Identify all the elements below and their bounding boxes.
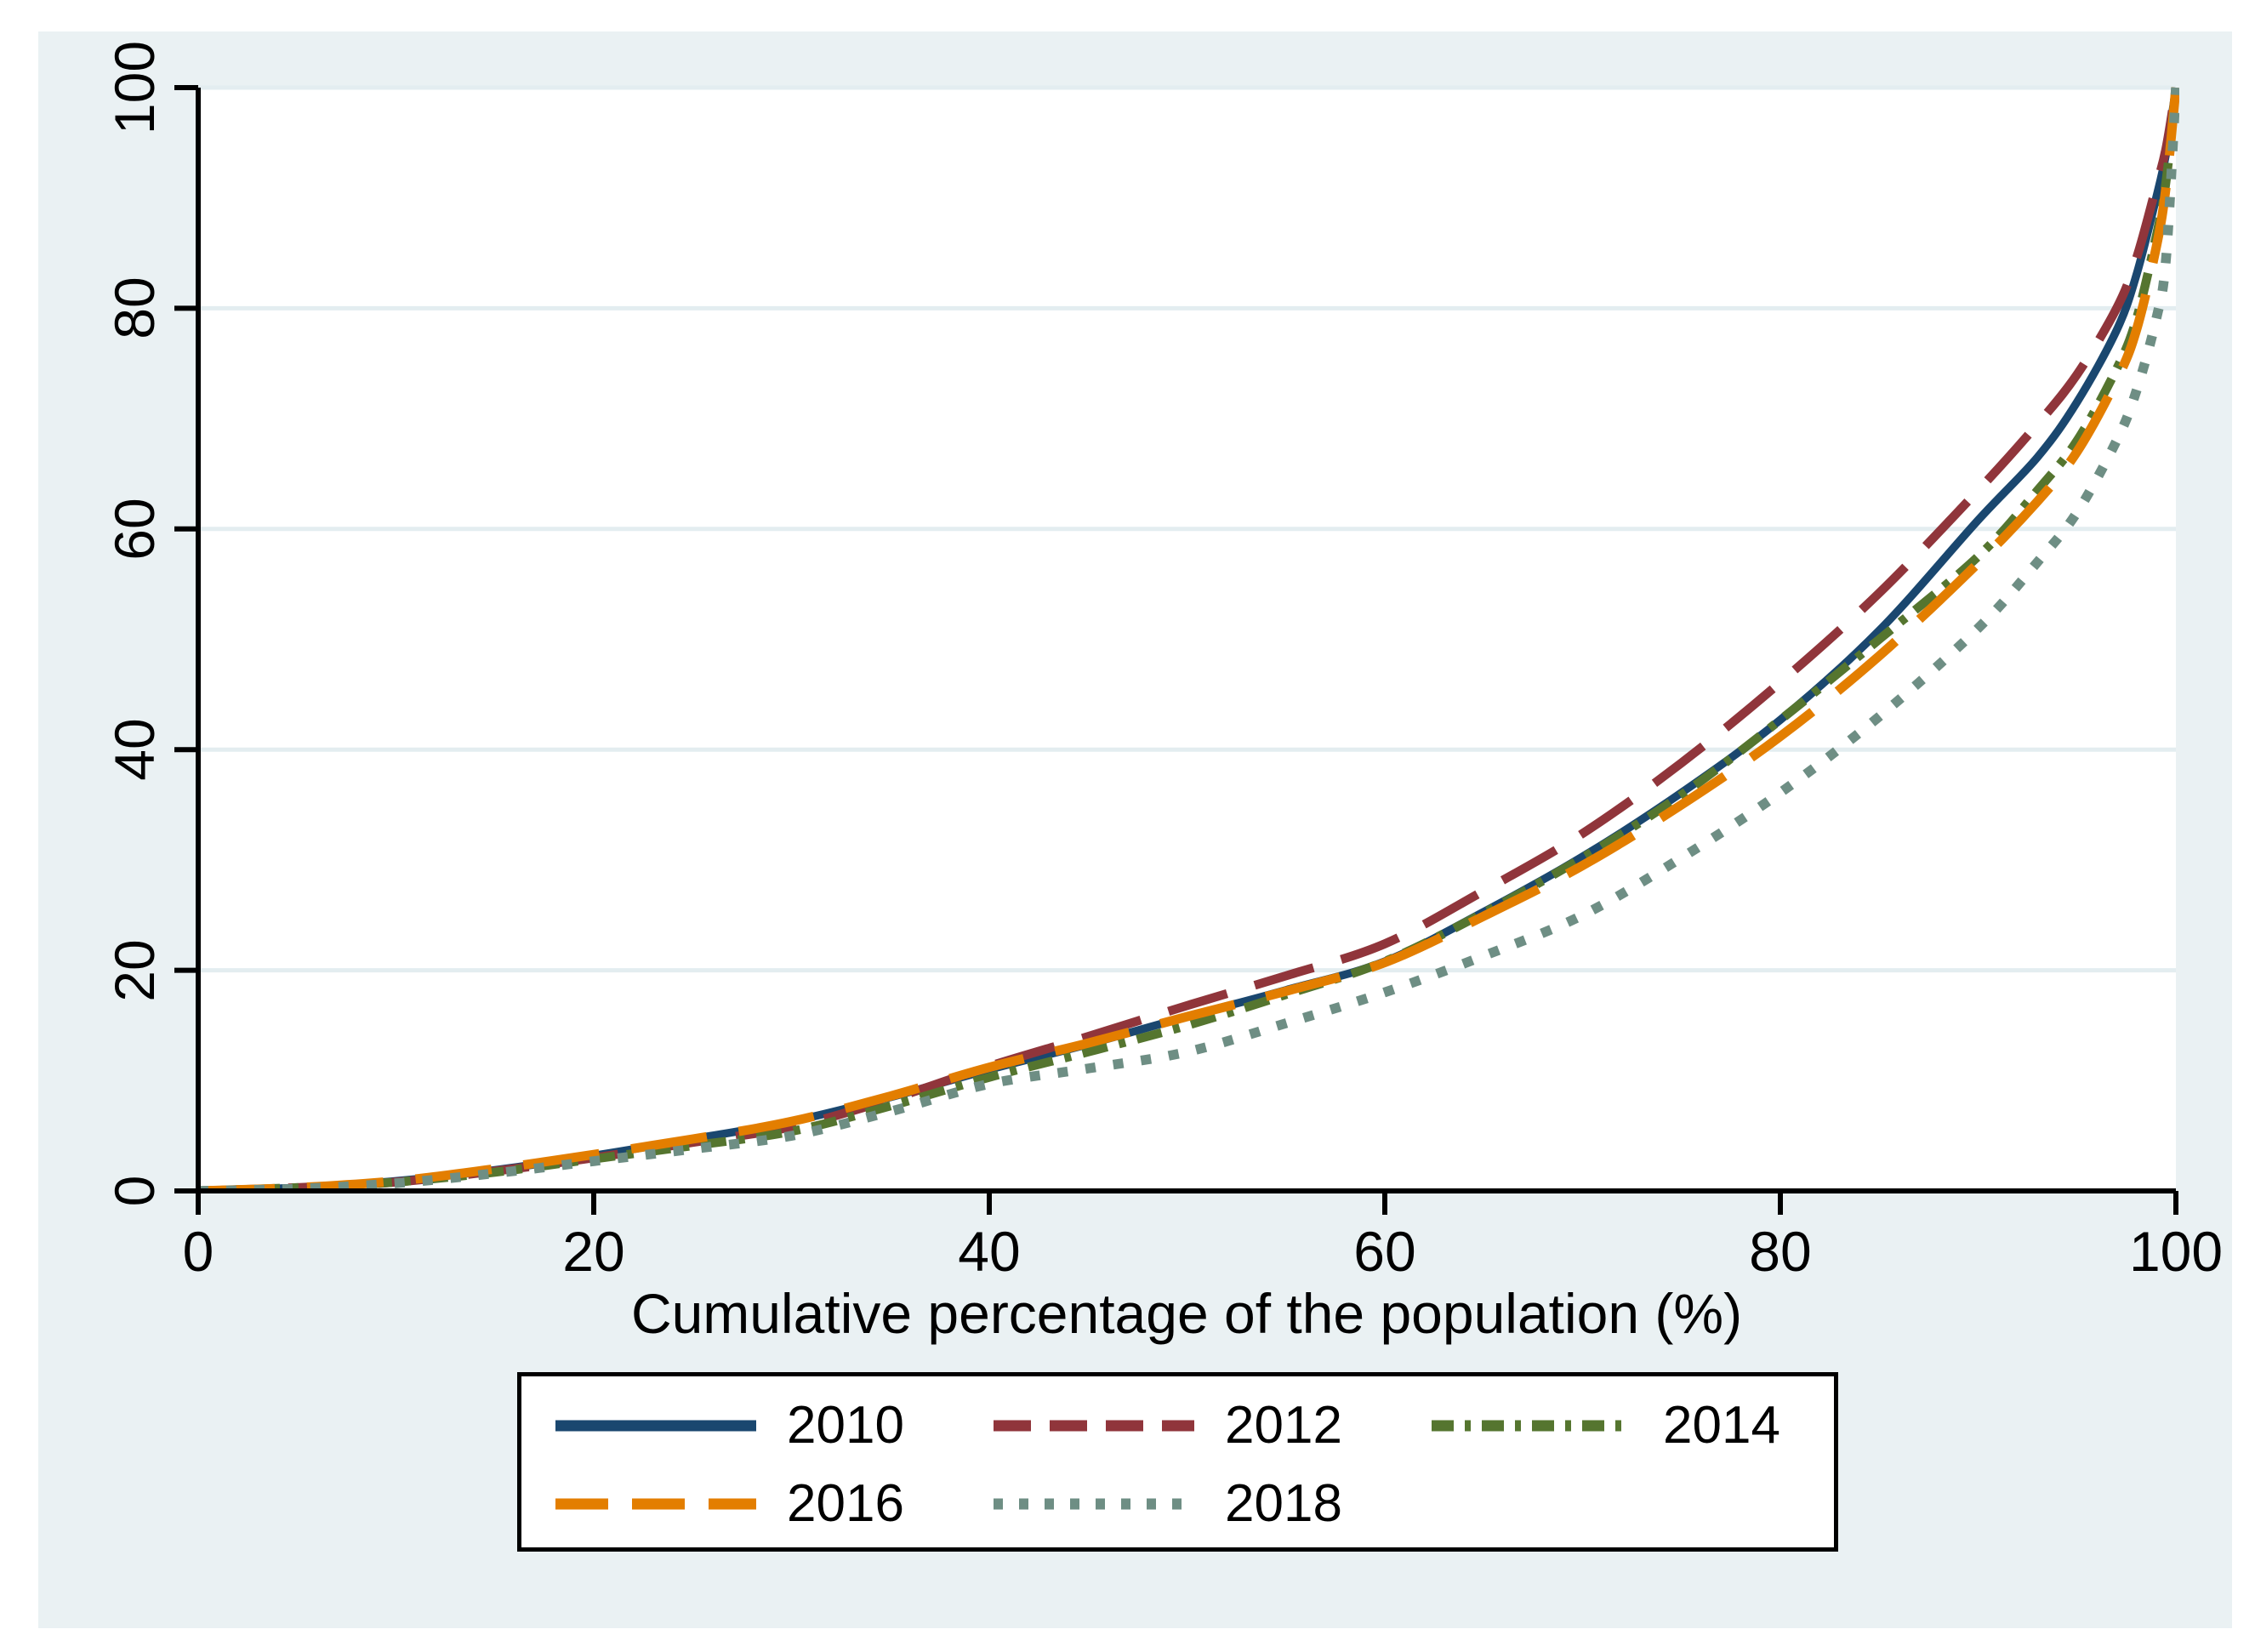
- legend-item-2018[interactable]: 2018: [992, 1468, 1342, 1540]
- legend-item-2010[interactable]: 2010: [554, 1390, 904, 1461]
- curve-2018: [198, 87, 2179, 1193]
- legend-line-sample-2016: [555, 1498, 756, 1510]
- legend-line-sample-2014: [1432, 1420, 1632, 1432]
- legend-box: 2010 2012 2014 2016 2018: [517, 1372, 1838, 1552]
- legend-item-2016[interactable]: 2016: [554, 1468, 904, 1540]
- legend-label-2014: 2014: [1663, 1396, 1780, 1455]
- legend-item-2014[interactable]: 2014: [1430, 1390, 1780, 1461]
- legend-line-sample-2012: [994, 1420, 1194, 1432]
- curve-2016: [198, 87, 2179, 1193]
- curves-layer: [198, 87, 2179, 1193]
- legend-label-2012: 2012: [1225, 1396, 1342, 1455]
- legend-label-2010: 2010: [787, 1396, 904, 1455]
- x-axis-title: Cumulative percentage of the population …: [630, 1282, 1743, 1345]
- legend-label-2018: 2018: [1225, 1474, 1342, 1533]
- legend-line-sample-2010: [555, 1420, 756, 1432]
- legend-line-sample-2018: [994, 1498, 1194, 1510]
- legend-label-2016: 2016: [787, 1474, 904, 1533]
- legend-item-2012[interactable]: 2012: [992, 1390, 1342, 1461]
